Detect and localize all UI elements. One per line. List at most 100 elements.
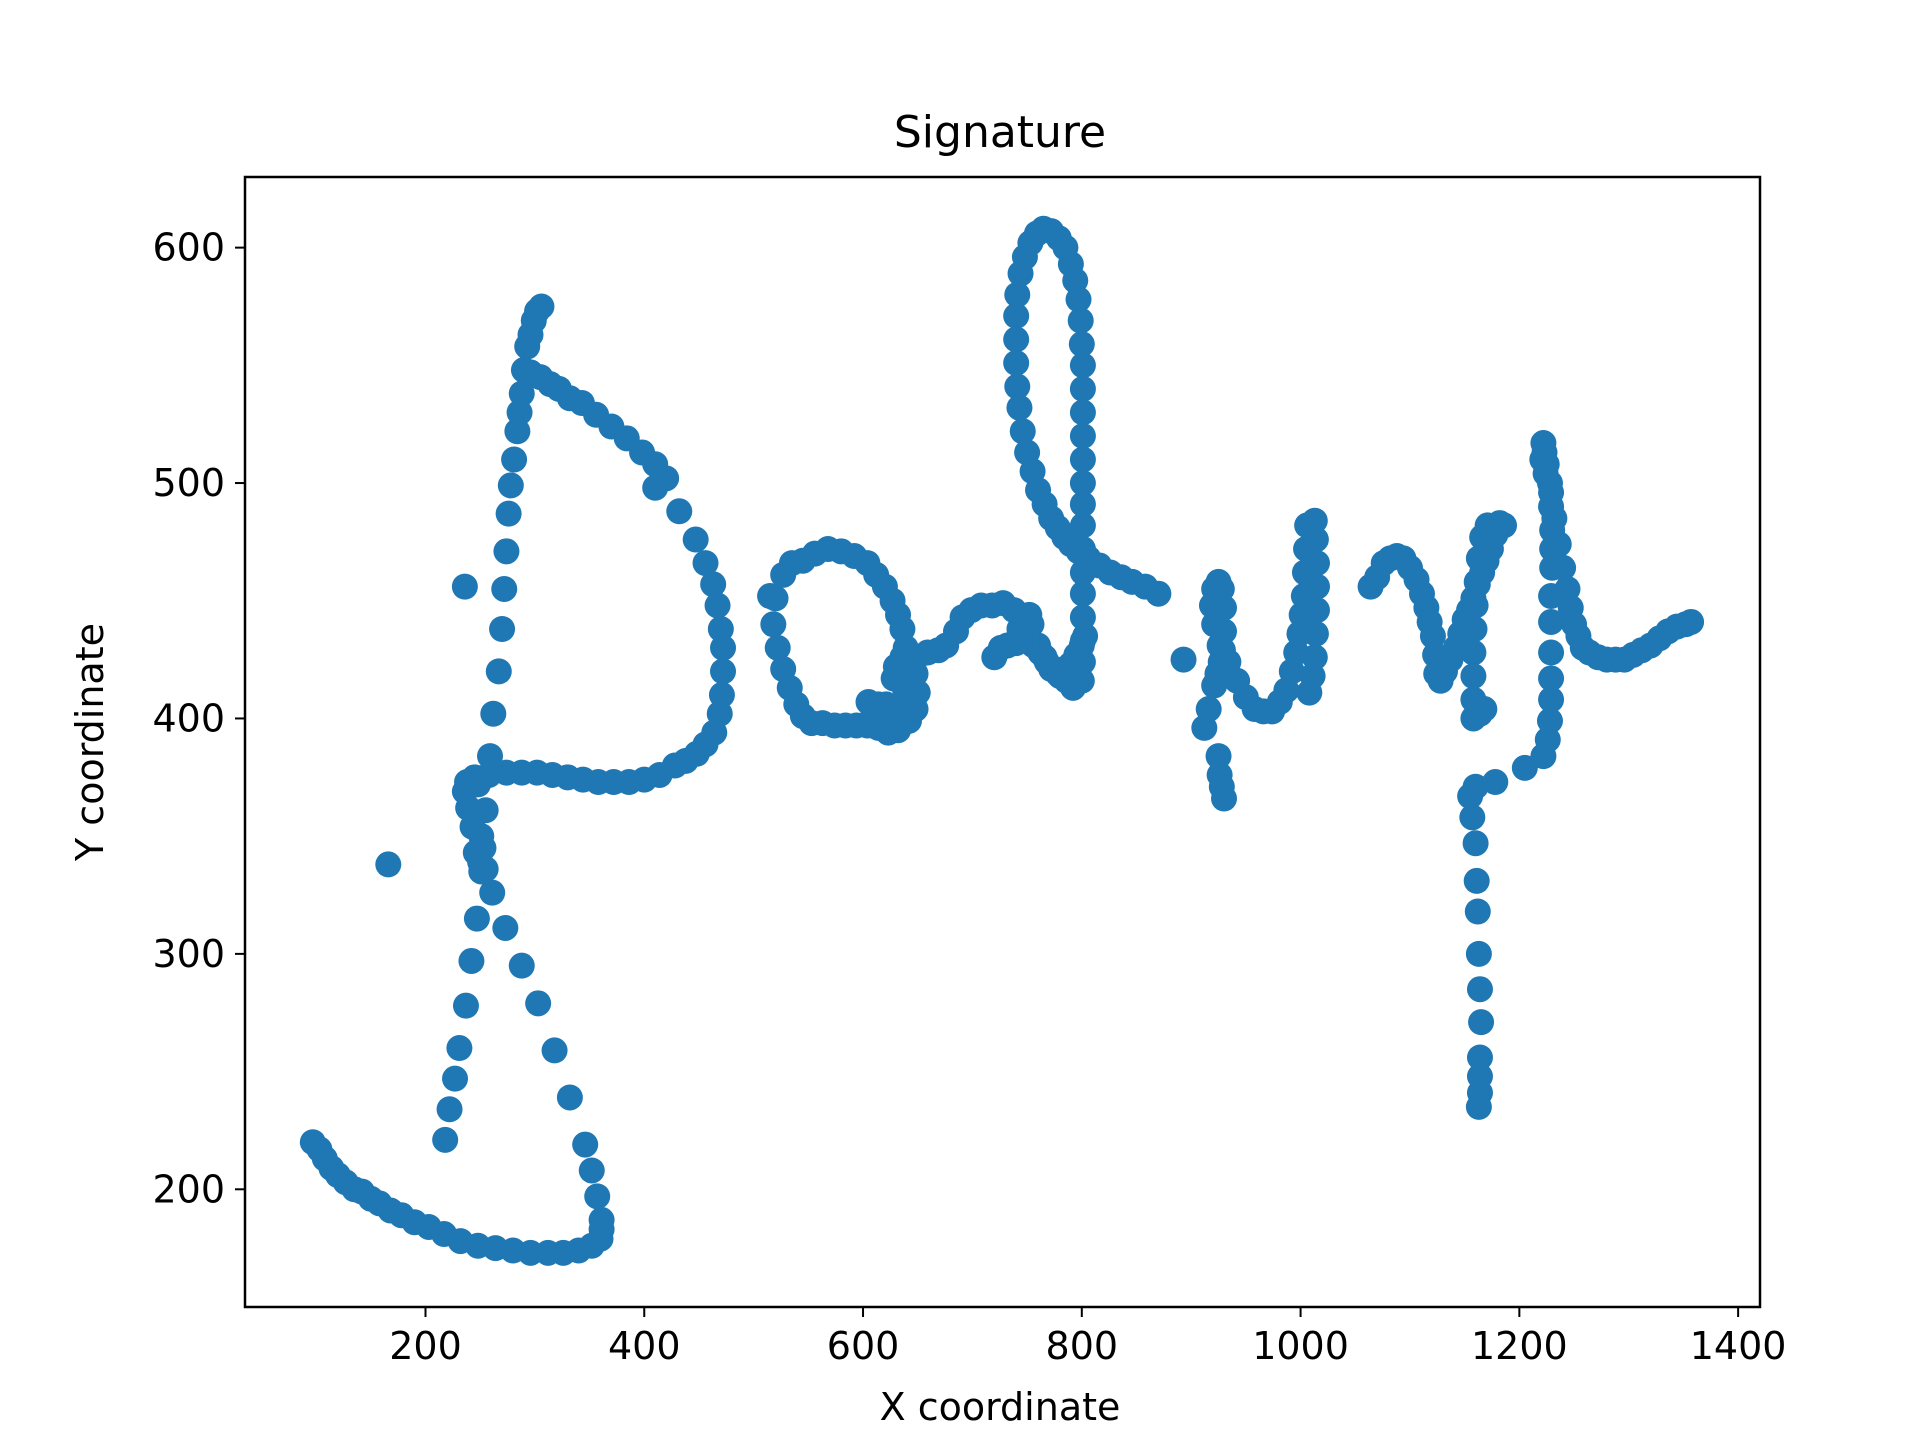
data-point (1069, 399, 1096, 426)
data-point (1462, 592, 1489, 619)
x-tick-label: 800 (1046, 1324, 1119, 1368)
x-axis-label: X coordinate (880, 1385, 1121, 1429)
data-point (1006, 394, 1033, 421)
data-point (1460, 663, 1487, 690)
chart-title: Signature (894, 107, 1106, 158)
data-point (1466, 976, 1493, 1003)
data-point (504, 418, 531, 445)
data-point (1069, 580, 1096, 607)
data-point (525, 990, 552, 1017)
data-point (1069, 470, 1096, 497)
data-point (492, 914, 519, 941)
data-point (1069, 446, 1096, 473)
data-point (452, 992, 479, 1019)
data-point (485, 658, 512, 685)
data-point (1069, 512, 1096, 539)
data-point (442, 1065, 469, 1092)
data-point (1195, 696, 1222, 723)
data-point (892, 634, 919, 661)
data-point (1463, 568, 1490, 595)
data-point (462, 839, 489, 866)
data-point (1462, 830, 1489, 857)
data-point (1538, 479, 1565, 506)
data-point (1007, 260, 1034, 287)
data-point (506, 399, 533, 426)
data-point (1536, 707, 1563, 734)
data-point (1170, 646, 1197, 673)
data-point (1534, 726, 1561, 753)
data-point (692, 550, 719, 577)
y-tick-label: 200 (152, 1167, 225, 1211)
x-tick-label: 400 (608, 1324, 681, 1368)
data-point (1303, 597, 1330, 624)
data-point (1004, 281, 1031, 308)
data-point (710, 634, 737, 661)
data-point (1198, 592, 1225, 619)
data-point (501, 446, 528, 473)
data-point (436, 1096, 463, 1123)
y-axis: 200 300 400 500 600 (152, 226, 245, 1211)
data-point (1069, 422, 1096, 449)
data-point (508, 952, 535, 979)
x-tick-label: 600 (827, 1324, 900, 1368)
data-point (1301, 507, 1328, 534)
data-point (1296, 679, 1323, 706)
data-point (572, 1131, 599, 1158)
y-tick-label: 600 (152, 226, 225, 270)
data-point (1482, 769, 1509, 796)
data-point (588, 1206, 615, 1233)
data-point (764, 634, 791, 661)
data-point (1465, 940, 1492, 967)
y-axis-label: Y coordinate (68, 623, 112, 862)
x-tick-label: 1200 (1471, 1324, 1568, 1368)
data-point (1538, 639, 1565, 666)
y-tick-label: 500 (152, 461, 225, 505)
data-point (1468, 1009, 1495, 1036)
data-point (1069, 627, 1096, 654)
data-point (464, 771, 491, 798)
data-point (666, 498, 693, 525)
data-point (1538, 608, 1565, 635)
data-point (1464, 898, 1491, 925)
data-point (642, 474, 669, 501)
data-point (463, 905, 490, 932)
x-tick-label: 1400 (1690, 1324, 1787, 1368)
data-point (480, 700, 507, 727)
data-point (491, 575, 518, 602)
x-axis: 200 400 600 800 1000 1200 1400 (389, 1307, 1786, 1368)
data-point (1461, 616, 1488, 642)
data-point (873, 691, 900, 718)
data-point (1466, 1044, 1493, 1071)
data-point (1068, 331, 1095, 358)
data-point (1211, 785, 1238, 812)
data-point (1145, 580, 1172, 607)
data-point (451, 573, 478, 600)
data-point (1301, 644, 1328, 671)
data-point (1201, 611, 1228, 638)
data-point (458, 947, 485, 974)
data-point (1469, 524, 1496, 551)
data-point (446, 1035, 473, 1062)
data-point (432, 1126, 459, 1153)
data-point (489, 616, 516, 642)
data-point (1419, 623, 1446, 650)
data-point (700, 571, 727, 598)
y-tick-label: 400 (152, 696, 225, 740)
data-point (707, 616, 734, 642)
data-point (1465, 1093, 1492, 1120)
data-point (1538, 665, 1565, 692)
data-point (1003, 302, 1030, 329)
data-point (708, 681, 735, 708)
data-point (1462, 773, 1489, 800)
data-point (682, 526, 709, 553)
data-point (710, 658, 737, 685)
data-point (1205, 743, 1232, 770)
data-point (375, 851, 402, 878)
data-point (1550, 554, 1577, 581)
data-point (556, 1084, 583, 1111)
data-point (1068, 667, 1095, 694)
x-tick-label: 200 (389, 1324, 462, 1368)
data-point (1069, 375, 1096, 402)
data-point (1459, 804, 1486, 831)
